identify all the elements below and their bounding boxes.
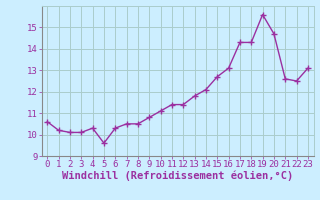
- X-axis label: Windchill (Refroidissement éolien,°C): Windchill (Refroidissement éolien,°C): [62, 171, 293, 181]
